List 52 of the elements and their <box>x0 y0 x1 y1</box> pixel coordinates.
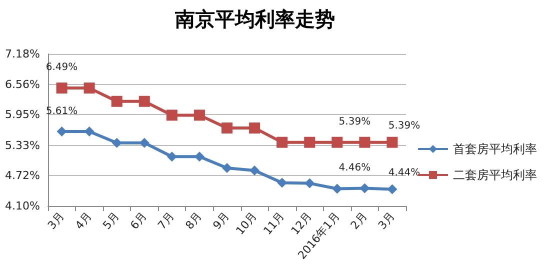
x-tick-label: 5月 <box>100 210 122 232</box>
data-label: 4.44% <box>388 168 420 179</box>
point <box>386 136 398 148</box>
point <box>277 178 288 188</box>
point <box>112 138 122 148</box>
point <box>194 110 205 121</box>
x-tick-label: 3月 <box>376 210 398 232</box>
x-tick-label: 4月 <box>72 210 94 232</box>
point <box>387 184 398 194</box>
x-tick-label: 6月 <box>128 210 150 232</box>
x-tick-label: 8月 <box>182 210 204 232</box>
point <box>359 136 370 148</box>
data-label: 5.39% <box>338 116 371 128</box>
y-tick-label: 5.33% <box>5 138 40 152</box>
point <box>166 110 178 121</box>
legend-label: 首套房平均利率 <box>453 142 537 156</box>
point <box>222 163 232 173</box>
point <box>304 136 316 148</box>
point <box>250 165 260 176</box>
x-tick-label: 3月 <box>45 210 67 232</box>
chart-title: 南京平均利率走势 <box>174 7 335 31</box>
legend-label: 二套房平均利率 <box>453 168 537 182</box>
x-tick-label: 2月 <box>348 210 370 232</box>
point <box>276 136 288 148</box>
point <box>84 126 94 136</box>
point <box>304 178 315 188</box>
point <box>194 152 204 162</box>
point <box>138 96 150 107</box>
point <box>56 82 68 94</box>
x-tick-label: 7月 <box>155 210 177 232</box>
point <box>360 183 370 194</box>
y-tick-label: 5.95% <box>5 108 40 122</box>
data-label: 5.39% <box>388 120 420 132</box>
x-tick-label: 11月 <box>261 210 288 238</box>
point <box>84 82 95 94</box>
x-tick-label: 10月 <box>233 210 260 238</box>
x-tick-label: 9月 <box>210 210 232 232</box>
data-label: 6.49% <box>46 62 78 74</box>
y-tick-label: 6.56% <box>5 78 40 92</box>
y-tick-label: 4.72% <box>5 168 40 182</box>
data-label: 5.61% <box>46 106 78 117</box>
point <box>249 122 260 134</box>
point <box>166 152 177 162</box>
point <box>139 138 150 148</box>
point <box>56 126 67 136</box>
data-label: 4.46% <box>338 162 371 174</box>
point <box>332 136 343 148</box>
y-tick-label: 4.10% <box>5 200 40 212</box>
point <box>111 96 122 107</box>
point <box>332 184 342 194</box>
y-tick-label: 7.18% <box>5 48 40 60</box>
point <box>222 122 232 134</box>
